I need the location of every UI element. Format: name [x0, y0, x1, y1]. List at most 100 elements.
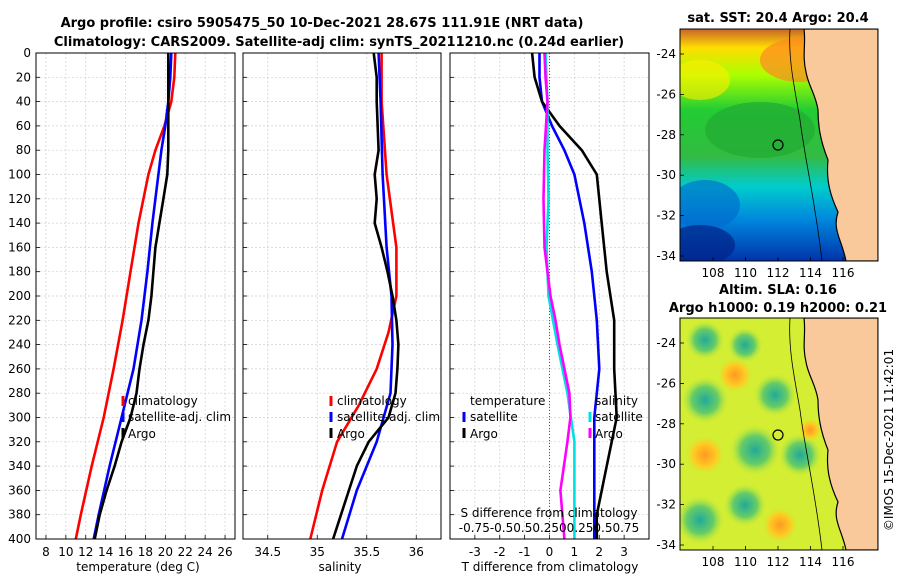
y-tick-label: 0	[23, 46, 31, 60]
map-lon-tick-label: 116	[832, 555, 855, 569]
legend-label-t-satellite: satellite	[470, 410, 518, 424]
x-tick-label: 1	[571, 545, 579, 559]
y-tick-label: 280	[8, 386, 31, 400]
map-lat-tick-label: -34	[656, 249, 676, 263]
temperature-legend: climatology satellite-adj. clim Argo	[121, 394, 231, 441]
x-tick-label: 36	[409, 545, 424, 559]
map-lon-tick-label: 112	[767, 266, 790, 280]
sla-map: -24 -26 -28 -30 -32 -34 108 110 112 114 116	[656, 317, 879, 569]
sla-low-blob	[685, 320, 725, 360]
y-tick-label: 40	[16, 95, 31, 109]
sla-map-frame	[679, 317, 879, 551]
legend-label-salinity: salinity	[595, 394, 638, 408]
x-tick-label: -3	[469, 545, 481, 559]
y-tick-label: 60	[16, 119, 31, 133]
map-lat-tick-label: -26	[656, 87, 676, 101]
x-tick-label: 18	[138, 545, 153, 559]
x-tick-label: 10	[58, 545, 73, 559]
sla-high-blob	[717, 357, 753, 393]
figure-title-line2: Climatology: CARS2009. Satellite-adj cli…	[54, 35, 624, 50]
y-tick-label: 200	[8, 289, 31, 303]
difference-xlabel: T difference from climatology	[461, 560, 639, 574]
sla-map-title-line2: Argo h1000: 0.19 h2000: 0.21	[669, 301, 887, 316]
y-tick-label: 400	[8, 532, 31, 546]
series-line-climatology	[74, 52, 177, 540]
sla-low-blob	[680, 495, 725, 545]
salinity-profile-panel: 34.5 35 35.5 36	[242, 52, 442, 559]
y-tick-label: 140	[8, 216, 31, 230]
map-lat-tick-label: -28	[656, 128, 676, 142]
salinity-legend: climatology satellite-adj. clim Argo	[329, 394, 440, 441]
plot-frame	[35, 52, 236, 540]
x-tick-label: 0	[546, 545, 554, 559]
map-lat-tick-label: -28	[656, 417, 676, 431]
imos-timestamp: ©IMOS 15-Dec-2021 11:42:01	[882, 349, 896, 531]
sst-cold-patch	[680, 225, 735, 261]
map-lon-tick-label: 110	[734, 555, 757, 569]
map-lon-tick-label: 108	[702, 266, 725, 280]
map-lat-tick-label: -26	[656, 376, 676, 390]
sla-high-blob	[762, 507, 798, 543]
x-tick-label: 16	[118, 545, 133, 559]
series-line-t-argo	[530, 52, 619, 539]
y-tick-label: 340	[8, 459, 31, 473]
sla-low-blob	[723, 483, 767, 527]
map-lon-tick-label: 114	[799, 555, 822, 569]
x-tick-label: -1	[519, 545, 531, 559]
legend-label-argo: Argo	[337, 427, 365, 441]
bathymetry-contour	[789, 318, 823, 550]
x-tick-label: 3	[620, 545, 628, 559]
sst-map-ticks: -24 -26 -28 -30 -32 -34 108 110 112 114 116	[656, 47, 854, 280]
x-tick-label: 26	[217, 545, 232, 559]
x-tick-label: 24	[198, 545, 213, 559]
y-tick-label: 160	[8, 240, 31, 254]
y-tick-label: 380	[8, 508, 31, 522]
series-line-satellite-adj-clim	[340, 52, 394, 540]
y-tick-label: 80	[16, 143, 31, 157]
x-tick-label: 12	[78, 545, 93, 559]
map-lat-tick-label: -24	[656, 47, 676, 61]
x-tick-label: 14	[98, 545, 113, 559]
map-lat-tick-label: -30	[656, 457, 676, 471]
temperature-xlabel: temperature (deg C)	[76, 560, 199, 574]
argo-location-marker	[772, 429, 784, 441]
y-tick-label: 220	[8, 313, 31, 327]
difference-legend: temperature satellite Argo salinity sate…	[462, 394, 643, 441]
legend-label-argo: Argo	[128, 427, 156, 441]
salinity-xlabel: salinity	[318, 560, 361, 574]
sst-cold-patch	[680, 180, 740, 230]
sla-map-title-line1: Altim. SLA: 0.16	[719, 283, 837, 298]
difference-profile-panel: -3 -2 -1 0 1 2 3	[449, 52, 650, 559]
y-tick-label: 260	[8, 362, 31, 376]
y-tick-label: 120	[8, 192, 31, 206]
y-tick-label: 180	[8, 265, 31, 279]
legend-label-satellite: satellite-adj. clim	[128, 410, 231, 424]
y-tick-label: 300	[8, 411, 31, 425]
plot-frame	[242, 52, 442, 540]
map-lat-tick-label: -32	[656, 209, 676, 223]
sla-low-blob	[753, 373, 797, 417]
y-tick-label: 320	[8, 435, 31, 449]
map-lon-tick-label: 108	[702, 555, 725, 569]
sst-map: -24 -26 -28 -30 -32 -34 108 110 112 114 116	[656, 28, 879, 280]
legend-label-s-satellite: satellite	[595, 410, 643, 424]
series-line-argo	[331, 52, 400, 540]
sst-warm-patch	[680, 60, 730, 100]
temperature-profile-panel: 8 10 12 14 16 18 20 22 24 26020406080100120140160…	[8, 46, 236, 559]
series-line-climatology	[309, 53, 398, 540]
sla-low-blob	[727, 327, 763, 363]
series-line-argo	[93, 53, 170, 540]
map-lat-tick-label: -24	[656, 336, 676, 350]
bathymetry-contour	[789, 29, 823, 261]
legend-label-temperature: temperature	[470, 394, 545, 408]
argo-location-marker	[772, 139, 784, 151]
x-tick-label: 2	[595, 545, 603, 559]
legend-label-climatology: climatology	[337, 394, 407, 408]
sst-map-frame	[679, 28, 879, 262]
x-tick-label: 8	[42, 545, 50, 559]
legend-label-climatology: climatology	[128, 394, 198, 408]
map-lon-tick-label: 112	[767, 555, 790, 569]
x-tick-label: -2	[494, 545, 506, 559]
series-line-s-argo	[542, 52, 572, 540]
map-lon-tick-label: 114	[799, 266, 822, 280]
